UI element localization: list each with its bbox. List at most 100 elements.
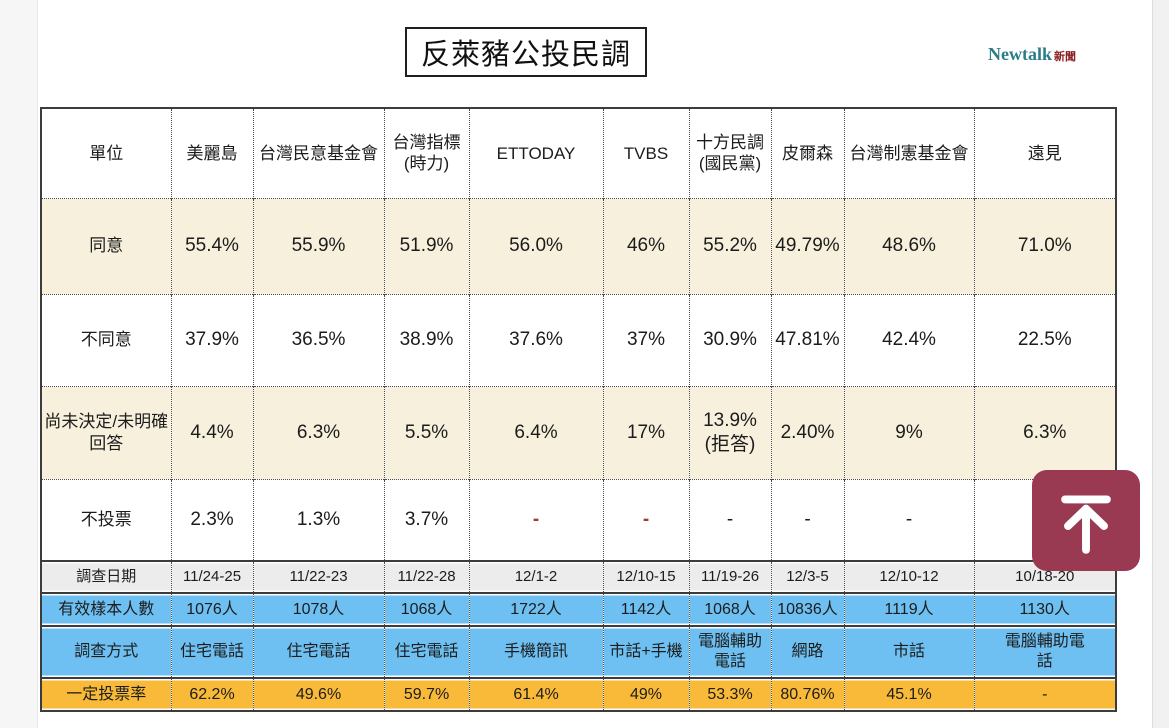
table-cell: 皮爾森 [771,108,845,198]
row-label: 不同意 [41,293,172,386]
page-title: 反萊豬公投民調 [420,39,631,71]
table-cell: 6.3% [253,385,385,479]
table-cell: 42.4% [844,293,975,386]
table-cell: 45.1% [844,677,975,711]
table-cell: 台灣指標 (時力) [384,108,470,198]
row-label: 不投票 [41,478,172,561]
table-cell: 6.4% [469,385,604,479]
table-cell: 1076人 [171,592,254,626]
table-cell: 59.7% [384,677,470,711]
table-cell: 10836人 [771,592,845,626]
table-cell: 61.4% [469,677,604,711]
table-cell: 37.9% [171,293,254,386]
table-cell: 2.3% [171,478,254,561]
table-cell: 9% [844,385,975,479]
table-cell: 53.3% [689,677,772,711]
table-cell: 47.81% [771,293,845,386]
logo-suffix: 新聞 [1054,51,1076,63]
table-cell: 1130人 [974,592,1116,626]
left-page-gutter [0,0,38,728]
row-label: 調查方式 [41,625,172,678]
table-cell: 1.3% [253,478,385,561]
table-cell: 56.0% [469,197,604,294]
table-cell: 1068人 [689,592,772,626]
table-cell: 17% [603,385,690,479]
table-cell: 台灣制憲基金會 [844,108,975,198]
table-row: 調查日期 11/24-25 11/22-23 11/22-28 12/1-2 12/10-… [41,560,1116,593]
table-cell: 12/10-12 [844,560,975,593]
table-cell: 住宅電話 [171,625,254,678]
table-cell: 49.6% [253,677,385,711]
table-body: 單位 美麗島 台灣民意基金會 台灣指標 (時力) ETTODAY TVBS 十方民調 (國民… [41,108,1116,711]
table-row: 一定投票率 62.2% 49.6% 59.7% 61.4% 49% 53.3% 80.76% 4… [41,677,1116,711]
table-cell: 3.7% [384,478,470,561]
table-cell: 美麗島 [171,108,254,198]
row-label: 調查日期 [41,560,172,593]
table-cell: 55.9% [253,197,385,294]
table-cell: 37.6% [469,293,604,386]
table-cell: 51.9% [384,197,470,294]
table-cell: 住宅電話 [384,625,470,678]
logo-text: Newtalk [988,44,1052,64]
table-cell: 十方民調 (國民黨) [689,108,772,198]
back-to-top-button[interactable] [1032,470,1140,571]
table-cell: - [689,478,772,561]
table-cell: 11/22-23 [253,560,385,593]
table-row: 不同意 37.9% 36.5% 38.9% 37.6% 37% 30.9% 47.81% 42.… [41,293,1116,386]
table-cell: 1722人 [469,592,604,626]
table-row: 不投票 2.3% 1.3% 3.7% - - - - - [41,478,1116,561]
table-cell: 手機簡訊 [469,625,604,678]
table-cell: 5.5% [384,385,470,479]
table-cell: 13.9% (拒答) [689,385,772,479]
table-cell: 38.9% [384,293,470,386]
table-cell: 30.9% [689,293,772,386]
table-cell: 4.4% [171,385,254,479]
table-cell: 36.5% [253,293,385,386]
table-cell: 6.3% [974,385,1116,479]
table-cell: - [771,478,845,561]
table-cell: 80.76% [771,677,845,711]
table-cell: 55.4% [171,197,254,294]
scrollbar-track[interactable] [1152,0,1169,728]
table-cell: 71.0% [974,197,1116,294]
table-cell: 49.79% [771,197,845,294]
table-cell: 62.2% [171,677,254,711]
table-row: 調查方式 住宅電話 住宅電話 住宅電話 手機簡訊 市話+手機 電腦輔助 電話 網路 市話 電腦輔助… [41,625,1116,678]
row-label: 一定投票率 [41,677,172,711]
poll-table: 單位 美麗島 台灣民意基金會 台灣指標 (時力) ETTODAY TVBS 十方民調 (國民… [40,107,1117,712]
table-cell: - [603,478,690,561]
table-cell: 遠見 [1027,143,1062,163]
table-row: 同意 55.4% 55.9% 51.9% 56.0% 46% 55.2% 49.79% 48.6… [41,197,1116,294]
table-cell: 住宅電話 [253,625,385,678]
table-cell: 電腦輔助 電話 [689,625,772,678]
table-row: 尚未決定/未明確回答 4.4% 6.3% 5.5% 6.4% 17% 13.9% (拒答) 2… [41,385,1116,479]
table-cell: 12/10-15 [603,560,690,593]
table-cell: 2.40% [771,385,845,479]
table-cell: 12/1-2 [469,560,604,593]
table-cell: - [844,478,975,561]
table-cell: 1068人 [384,592,470,626]
table-cell: 11/24-25 [171,560,254,593]
table-cell: ETTODAY [469,108,604,198]
table-cell: 11/19-26 [689,560,772,593]
table-row: 單位 美麗島 台灣民意基金會 台灣指標 (時力) ETTODAY TVBS 十方民調 (國民… [41,108,1116,198]
newtalk-logo: Newtalk 新聞 [988,44,1076,65]
table-cell: 1119人 [844,592,975,626]
row-label: 有效樣本人數 [41,592,172,626]
table-cell: 網路 [771,625,845,678]
arrow-up-bar-icon [1061,494,1111,554]
table-cell: 市話 [844,625,975,678]
table-cell: 1142人 [603,592,690,626]
row-label: 尚未決定/未明確回答 [41,385,172,479]
row-label: 同意 [41,197,172,294]
table-cell: 1078人 [253,592,385,626]
table-cell: TVBS [603,108,690,198]
table-cell: 49% [603,677,690,711]
table-cell: 台灣民意基金會 [253,108,385,198]
title-box: 反萊豬公投民調 [405,27,647,77]
table-cell: 22.5% [974,293,1116,386]
table-cell: 37% [603,293,690,386]
table-cell: 11/22-28 [384,560,470,593]
table-cell: 市話+手機 [603,625,690,678]
